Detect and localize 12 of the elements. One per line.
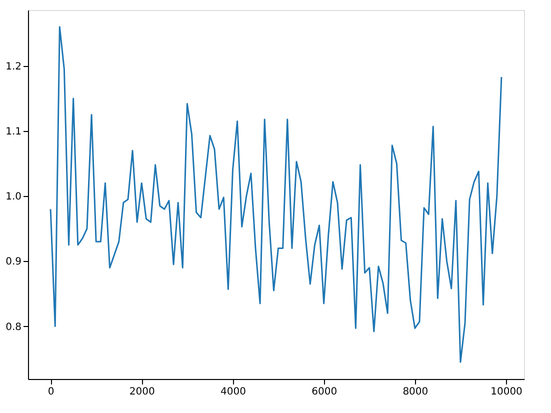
- x-tick-label: 2000: [129, 386, 155, 398]
- x-tick-label: 4000: [220, 386, 246, 398]
- y-tick-label: 0.9: [6, 256, 22, 268]
- x-tick-label: 6000: [312, 386, 338, 398]
- y-tick-label: 1.2: [6, 61, 22, 72]
- x-tick-label: 8000: [402, 386, 428, 398]
- x-tick-label: 0: [48, 386, 54, 398]
- y-tick-label: 0.8: [6, 322, 22, 333]
- x-tick-label: 10000: [490, 386, 522, 398]
- y-tick-label: 1.1: [6, 126, 22, 138]
- y-tick-label: 1.0: [6, 192, 22, 203]
- line-series: [50, 26, 502, 363]
